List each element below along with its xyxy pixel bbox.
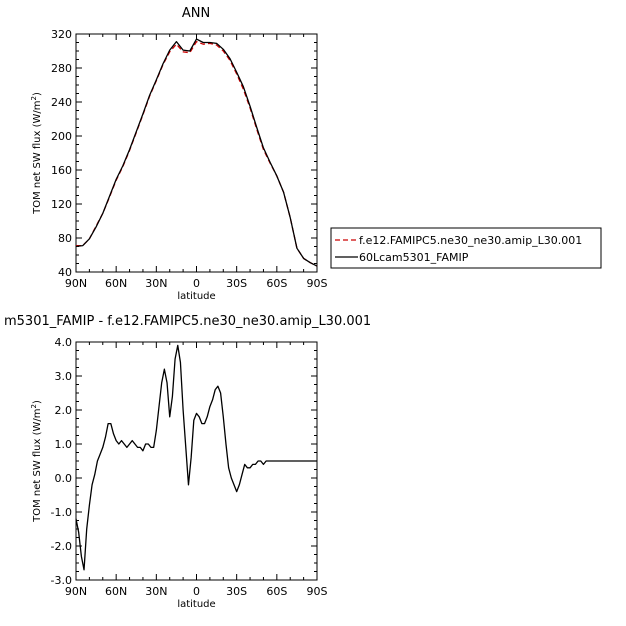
x-tick-label: 60N xyxy=(105,277,127,290)
x-axis-label: latitude xyxy=(177,291,215,302)
x-tick-label: 30S xyxy=(226,277,247,290)
legend-box xyxy=(330,227,602,269)
y-tick-label: -1.0 xyxy=(51,506,72,519)
series-line xyxy=(75,38,318,267)
y-tick-label: 0.0 xyxy=(55,472,73,485)
y-tick-label: 280 xyxy=(51,62,72,75)
x-tick-label: 60S xyxy=(266,585,287,598)
series-line xyxy=(76,41,318,267)
y-tick-label: -2.0 xyxy=(51,540,72,553)
x-tick-label: 30N xyxy=(145,277,167,290)
y-axis-label: TOM net SW flux (W/m2) xyxy=(30,400,43,523)
y-tick-label: 240 xyxy=(51,96,72,109)
x-tick-label: 0 xyxy=(193,277,200,290)
y-tick-label: 4.0 xyxy=(55,336,73,349)
plot-frame xyxy=(75,33,318,273)
x-tick-label: 90N xyxy=(65,585,87,598)
y-tick-label: 200 xyxy=(51,130,72,143)
legend: f.e12.FAMIPC5.ne30_ne30.amip_L30.001 60Lc… xyxy=(330,227,602,269)
legend-label: 60Lcam5301_FAMIP xyxy=(359,251,469,264)
x-tick-label: 90S xyxy=(307,585,328,598)
y-tick-label: 2.0 xyxy=(55,404,73,417)
x-tick-label: 30N xyxy=(145,585,167,598)
y-tick-label: 120 xyxy=(51,198,72,211)
y-tick-label: -3.0 xyxy=(51,574,72,587)
x-tick-label: 30S xyxy=(226,585,247,598)
chart-top: 40 80 120 160 200 240 280 320 90N 60N 30N 0 30S 60S 90… xyxy=(30,6,328,302)
x-tick-label: 90N xyxy=(65,277,87,290)
x-axis-label: latitude xyxy=(177,599,215,610)
y-axis-label: TOM net SW flux (W/m2) xyxy=(30,92,43,215)
chart-title: m5301_FAMIP - f.e12.FAMIPC5.ne30_ne30.am… xyxy=(4,314,371,329)
x-tick-label: 60N xyxy=(105,585,127,598)
x-tick-label: 0 xyxy=(193,585,200,598)
y-tick-label: 1.0 xyxy=(55,438,73,451)
y-tick-label: 80 xyxy=(58,232,72,245)
y-tick-label: 40 xyxy=(58,266,72,279)
y-tick-label: 160 xyxy=(51,164,72,177)
x-tick-label: 60S xyxy=(266,277,287,290)
legend-label: f.e12.FAMIPC5.ne30_ne30.amip_L30.001 xyxy=(359,234,582,247)
y-tick-label: 320 xyxy=(51,28,72,41)
series-line xyxy=(75,344,317,571)
chart-title: ANN xyxy=(182,6,210,21)
chart-bottom: -3.0 -2.0 -1.0 0.0 1.0 2.0 3.0 4.0 90N 60N 30N 0 30S… xyxy=(4,314,371,610)
x-tick-label: 90S xyxy=(307,277,328,290)
y-tick-label: 3.0 xyxy=(55,370,73,383)
